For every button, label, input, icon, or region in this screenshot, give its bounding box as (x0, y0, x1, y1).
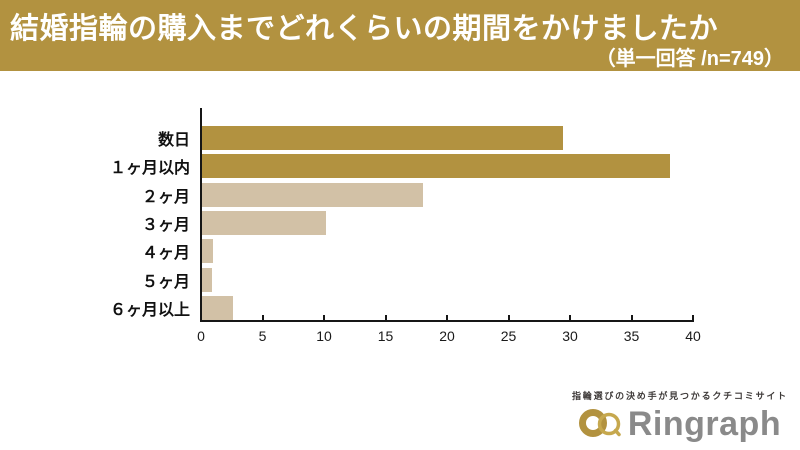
bar-row: １ヶ月以内 (0, 152, 692, 180)
x-tick-label: 20 (439, 328, 455, 344)
x-tick-label: 35 (623, 328, 640, 344)
bar (202, 267, 212, 292)
x-tick-mark (692, 315, 694, 320)
bar-row: ２ヶ月 (0, 181, 692, 209)
bar-track (202, 267, 692, 292)
interlocking-rings-icon (578, 409, 621, 437)
x-tick-mark (261, 315, 264, 320)
ringraph-logo: 指輪選びの決め手が見つかるクチコミサイト Ringraph (572, 389, 788, 442)
bar (202, 210, 326, 235)
bar-track (202, 239, 692, 264)
bar-row: ３ヶ月 (0, 209, 692, 237)
x-axis-line (200, 320, 694, 322)
logo-tagline: 指輪選びの決め手が見つかるクチコミサイト (571, 391, 788, 401)
category-label: ５ヶ月 (141, 273, 190, 291)
chart-title: 結婚指輪の購入までどれくらいの期間をかけましたか (10, 13, 719, 45)
chart-subtitle: （単一回答 /n=749） (595, 48, 784, 70)
bar (202, 154, 670, 179)
x-tick-mark (630, 315, 633, 320)
bar-track (202, 210, 692, 235)
x-tick-mark (507, 315, 510, 320)
x-tick-label: 30 (562, 328, 578, 344)
category-label: ３ヶ月 (141, 216, 190, 234)
chart-rows: 数日 １ヶ月以内 ２ヶ月 ３ヶ月 ４ヶ月 ５ヶ月 ６ヶ月以上 (0, 124, 692, 322)
logo-wordmark: Ringraph (627, 405, 782, 443)
bar (202, 126, 564, 151)
x-tick-mark (323, 315, 325, 320)
category-label: １ヶ月以内 (109, 160, 190, 178)
bar-row: ６ヶ月以上 (0, 294, 692, 322)
bar-row: ４ヶ月 (0, 237, 692, 265)
bar-chart: 数日 １ヶ月以内 ２ヶ月 ３ヶ月 ４ヶ月 ５ヶ月 ６ヶ月以上 0 5 10 15 20 25 30 35 4… (0, 108, 800, 358)
x-tick-label: 15 (377, 328, 394, 344)
bar (202, 295, 233, 320)
bar (202, 239, 214, 264)
category-label: ２ヶ月 (141, 188, 190, 206)
category-label: 数日 (157, 132, 190, 150)
bar-track (202, 295, 692, 320)
bar-track (202, 154, 692, 179)
bar-row: 数日 (0, 124, 692, 152)
category-label: ４ヶ月 (141, 245, 190, 263)
x-tick-label: 40 (685, 328, 701, 344)
bar-row: ５ヶ月 (0, 265, 692, 293)
x-tick-mark (446, 315, 448, 320)
category-label: ６ヶ月以上 (109, 301, 190, 319)
x-tick-mark (200, 315, 202, 320)
bar-track (202, 126, 692, 151)
x-tick-label: 10 (316, 328, 332, 344)
header-band: 結婚指輪の購入までどれくらいの期間をかけましたか （単一回答 /n=749） (0, 0, 800, 71)
x-tick-label: 5 (258, 328, 267, 344)
x-axis-ticks: 0 5 10 15 20 25 30 35 40 (197, 108, 701, 358)
x-tick-mark (384, 315, 387, 320)
bar-track (202, 182, 692, 207)
bar (202, 182, 423, 207)
y-axis-line (200, 108, 202, 322)
x-tick-mark (569, 315, 571, 320)
logo-row: Ringraph (572, 406, 788, 442)
x-tick-label: 0 (197, 328, 205, 344)
x-tick-label: 25 (500, 328, 517, 344)
